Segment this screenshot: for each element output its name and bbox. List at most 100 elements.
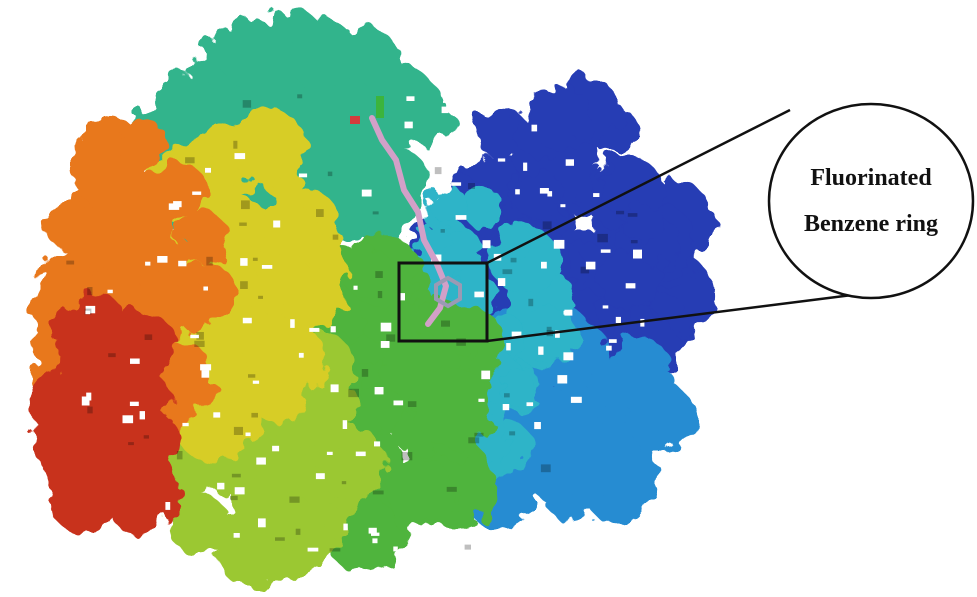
- surface-patch: [528, 84, 593, 150]
- surface-hole: [327, 171, 333, 177]
- surface-hole: [298, 352, 304, 358]
- surface-patch: [369, 164, 421, 215]
- surface-hole: [468, 437, 480, 444]
- surface-hole: [451, 182, 462, 186]
- surface-hole: [399, 293, 405, 301]
- surface-hole: [190, 334, 199, 339]
- surface-hole: [497, 278, 506, 286]
- surface-hole: [361, 369, 369, 377]
- surface-hole: [377, 291, 383, 299]
- surface-hole: [353, 285, 358, 290]
- surface-hole: [258, 518, 264, 525]
- surface-hole: [258, 295, 263, 299]
- surface-hole: [273, 220, 281, 228]
- surface-patch: [584, 419, 639, 474]
- surface-hole: [157, 256, 168, 263]
- surface-patch: [413, 368, 494, 449]
- surface-hole: [85, 305, 96, 314]
- surface-hole: [348, 388, 359, 398]
- surface-hole: [511, 331, 522, 338]
- surface-hole: [467, 156, 476, 164]
- surface-hole: [342, 420, 348, 429]
- surface-patch: [262, 255, 315, 308]
- surface-hole: [87, 287, 93, 296]
- surface-patch: [474, 105, 527, 158]
- surface-hole: [553, 239, 565, 249]
- surface-patch: [316, 448, 360, 492]
- surface-hole: [240, 281, 248, 289]
- surface-hole: [108, 353, 116, 358]
- surface-hole: [481, 370, 491, 380]
- surface-hole: [372, 538, 378, 544]
- surface-hole: [380, 341, 390, 348]
- surface-hole: [555, 330, 560, 338]
- surface-patch: [499, 370, 535, 406]
- surface-hole: [478, 398, 485, 402]
- surface-hole: [393, 400, 404, 406]
- surface-patch: [586, 362, 633, 410]
- surface-hole: [298, 173, 308, 178]
- benzene-ring: [434, 275, 462, 309]
- surface-hole: [440, 229, 445, 233]
- surface-patch: [445, 228, 481, 264]
- surface-hole: [248, 374, 256, 378]
- surface-hole: [455, 215, 467, 220]
- surface-patch: [230, 107, 305, 183]
- surface-hole: [563, 310, 568, 315]
- surface-hole: [386, 334, 396, 342]
- surface-hole: [497, 158, 506, 162]
- surface-hole: [564, 309, 573, 316]
- surface-hole: [245, 432, 251, 437]
- surface-hole: [560, 204, 566, 208]
- surface-hole: [616, 210, 625, 215]
- surface-patch: [387, 457, 454, 525]
- surface-hole: [316, 209, 324, 217]
- surface-patch: [357, 65, 440, 147]
- surface-hole: [176, 451, 183, 460]
- surface-hole: [468, 183, 475, 189]
- surface-hole: [343, 523, 348, 531]
- surface-hole: [242, 100, 252, 108]
- surface-hole: [627, 213, 638, 217]
- surface-hole: [203, 286, 208, 291]
- surface-hole: [474, 432, 484, 437]
- surface-hole: [178, 260, 187, 267]
- surface-hole: [295, 528, 301, 535]
- surface-hole: [230, 495, 238, 501]
- surface-hole: [87, 406, 93, 414]
- surface-hole: [194, 340, 205, 347]
- surface-hole: [307, 547, 319, 552]
- surface-hole: [375, 271, 383, 278]
- surface-hole: [506, 343, 511, 351]
- surface-hole: [213, 412, 221, 418]
- surface-hole: [565, 159, 574, 166]
- surface-hole: [640, 318, 645, 327]
- surface-hole: [145, 261, 151, 266]
- surface-hole: [510, 257, 517, 263]
- surface-patch: [80, 154, 142, 216]
- surface-hole: [401, 452, 413, 461]
- surface-hole: [600, 249, 611, 253]
- surface-hole: [585, 261, 596, 270]
- surface-hole: [332, 234, 339, 240]
- surface-hole: [407, 401, 417, 407]
- surface-hole: [504, 393, 510, 398]
- surface-hole: [474, 291, 484, 298]
- surface-hole: [200, 364, 212, 371]
- surface-hole: [192, 191, 202, 195]
- surface-hole: [241, 200, 250, 210]
- surface-patch: [176, 211, 229, 264]
- surface-hole: [541, 261, 547, 269]
- surface-hole: [242, 317, 252, 324]
- surface-hole: [233, 533, 240, 538]
- surface-hole: [144, 334, 153, 340]
- surface-patch: [430, 186, 468, 224]
- surface-hole: [515, 189, 520, 195]
- surface-hole: [606, 345, 612, 351]
- surface-hole: [206, 256, 213, 266]
- surface-patch: [225, 402, 264, 441]
- surface-patch: [496, 223, 531, 258]
- surface-hole: [546, 326, 552, 332]
- surface-hole: [234, 153, 246, 160]
- surface-patch: [461, 186, 504, 228]
